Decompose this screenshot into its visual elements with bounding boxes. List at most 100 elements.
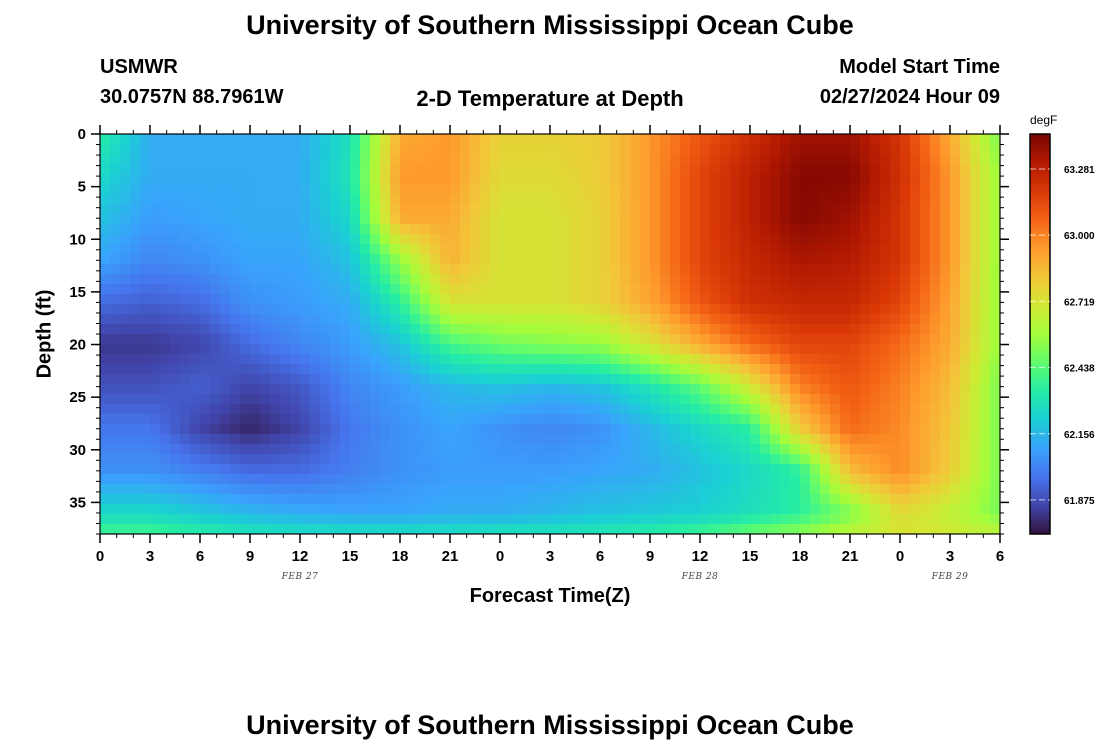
heatmap-cell [640,304,651,315]
heatmap-cell [100,414,111,425]
heatmap-cell [950,444,961,455]
heatmap-cell [590,194,601,205]
heatmap-cell [390,474,401,485]
heatmap-cell [850,524,861,534]
heatmap-cell [440,204,451,215]
heatmap-cell [120,234,131,245]
heatmap-cell [560,524,571,534]
heatmap-cell [520,164,531,175]
heatmap-cell [590,494,601,505]
heatmap-cell [390,454,401,465]
heatmap-cell [700,504,711,515]
heatmap-cell [610,424,621,435]
heatmap-cell [270,294,281,305]
heatmap-cell [790,524,801,534]
heatmap-cell [920,414,931,425]
heatmap-cell [190,444,201,455]
heatmap-cell [930,514,941,525]
heatmap-cell [920,134,931,145]
heatmap-cell [900,194,911,205]
x-tick-label: 0 [896,548,904,565]
heatmap-cell [170,454,181,465]
heatmap-cell [100,274,111,285]
heatmap-cell [820,134,831,145]
heatmap-cell [600,144,611,155]
heatmap-cell [120,354,131,365]
heatmap-cell [750,454,761,465]
heatmap-cell [850,394,861,405]
heatmap-cell [860,284,871,295]
heatmap-cell [270,474,281,485]
heatmap-cell [100,364,111,375]
heatmap-cell [960,164,971,175]
heatmap-cell [130,264,141,275]
heatmap-cell [810,454,821,465]
heatmap-cell [820,204,831,215]
heatmap-cell [410,294,421,305]
heatmap-cell [580,174,591,185]
heatmap-cell [680,414,691,425]
heatmap-cell [280,464,291,475]
heatmap-cell [290,504,301,515]
heatmap-cell [860,314,871,325]
heatmap-cell [740,244,751,255]
heatmap-cell [230,514,241,525]
heatmap-cell [660,194,671,205]
heatmap-cell [780,464,791,475]
heatmap-cell [840,364,851,375]
heatmap-cell [880,424,891,435]
heatmap-cell [900,454,911,465]
heatmap-cell [930,494,941,505]
heatmap-cell [300,464,311,475]
heatmap-cell [410,374,421,385]
heatmap-cell [170,354,181,365]
heatmap-cell [600,234,611,245]
heatmap-cell [120,414,131,425]
heatmap-cell [760,434,771,445]
heatmap-cell [730,134,741,145]
heatmap-cell [570,424,581,435]
heatmap-cell [350,264,361,275]
heatmap-cell [300,374,311,385]
heatmap-cell [990,494,1000,505]
heatmap-cell [470,404,481,415]
heatmap-cell [440,234,451,245]
heatmap-cell [360,444,371,455]
heatmap-cell [690,314,701,325]
heatmap-cell [930,294,941,305]
heatmap-cell [410,524,421,534]
heatmap-cell [600,264,611,275]
heatmap-cell [630,394,641,405]
heatmap-cell [940,524,951,534]
heatmap-cell [800,214,811,225]
heatmap-cell [750,474,761,485]
heatmap-cell [820,484,831,495]
heatmap-cell [720,494,731,505]
heatmap-cell [300,404,311,415]
heatmap-cell [270,194,281,205]
heatmap-cell [240,514,251,525]
heatmap-cell [710,434,721,445]
colorbar-tick-label: 62.719 [1064,297,1095,308]
heatmap-cell [560,274,571,285]
heatmap-cell [220,164,231,175]
heatmap-cell [790,324,801,335]
heatmap-cell [890,194,901,205]
heatmap-cell [280,374,291,385]
heatmap-cell [670,204,681,215]
heatmap-cell [750,514,761,525]
heatmap-cell [150,504,161,515]
heatmap-cell [640,444,651,455]
heatmap-cell [760,494,771,505]
heatmap-cell [760,134,771,145]
heatmap-cell [820,494,831,505]
heatmap-cell [850,444,861,455]
heatmap-cell [470,354,481,365]
heatmap-cell [110,184,121,195]
heatmap-cell [710,504,721,515]
heatmap-cell [300,314,311,325]
heatmap-cell [980,164,991,175]
heatmap-cell [300,294,311,305]
heatmap-cell [540,264,551,275]
heatmap-cell [690,364,701,375]
